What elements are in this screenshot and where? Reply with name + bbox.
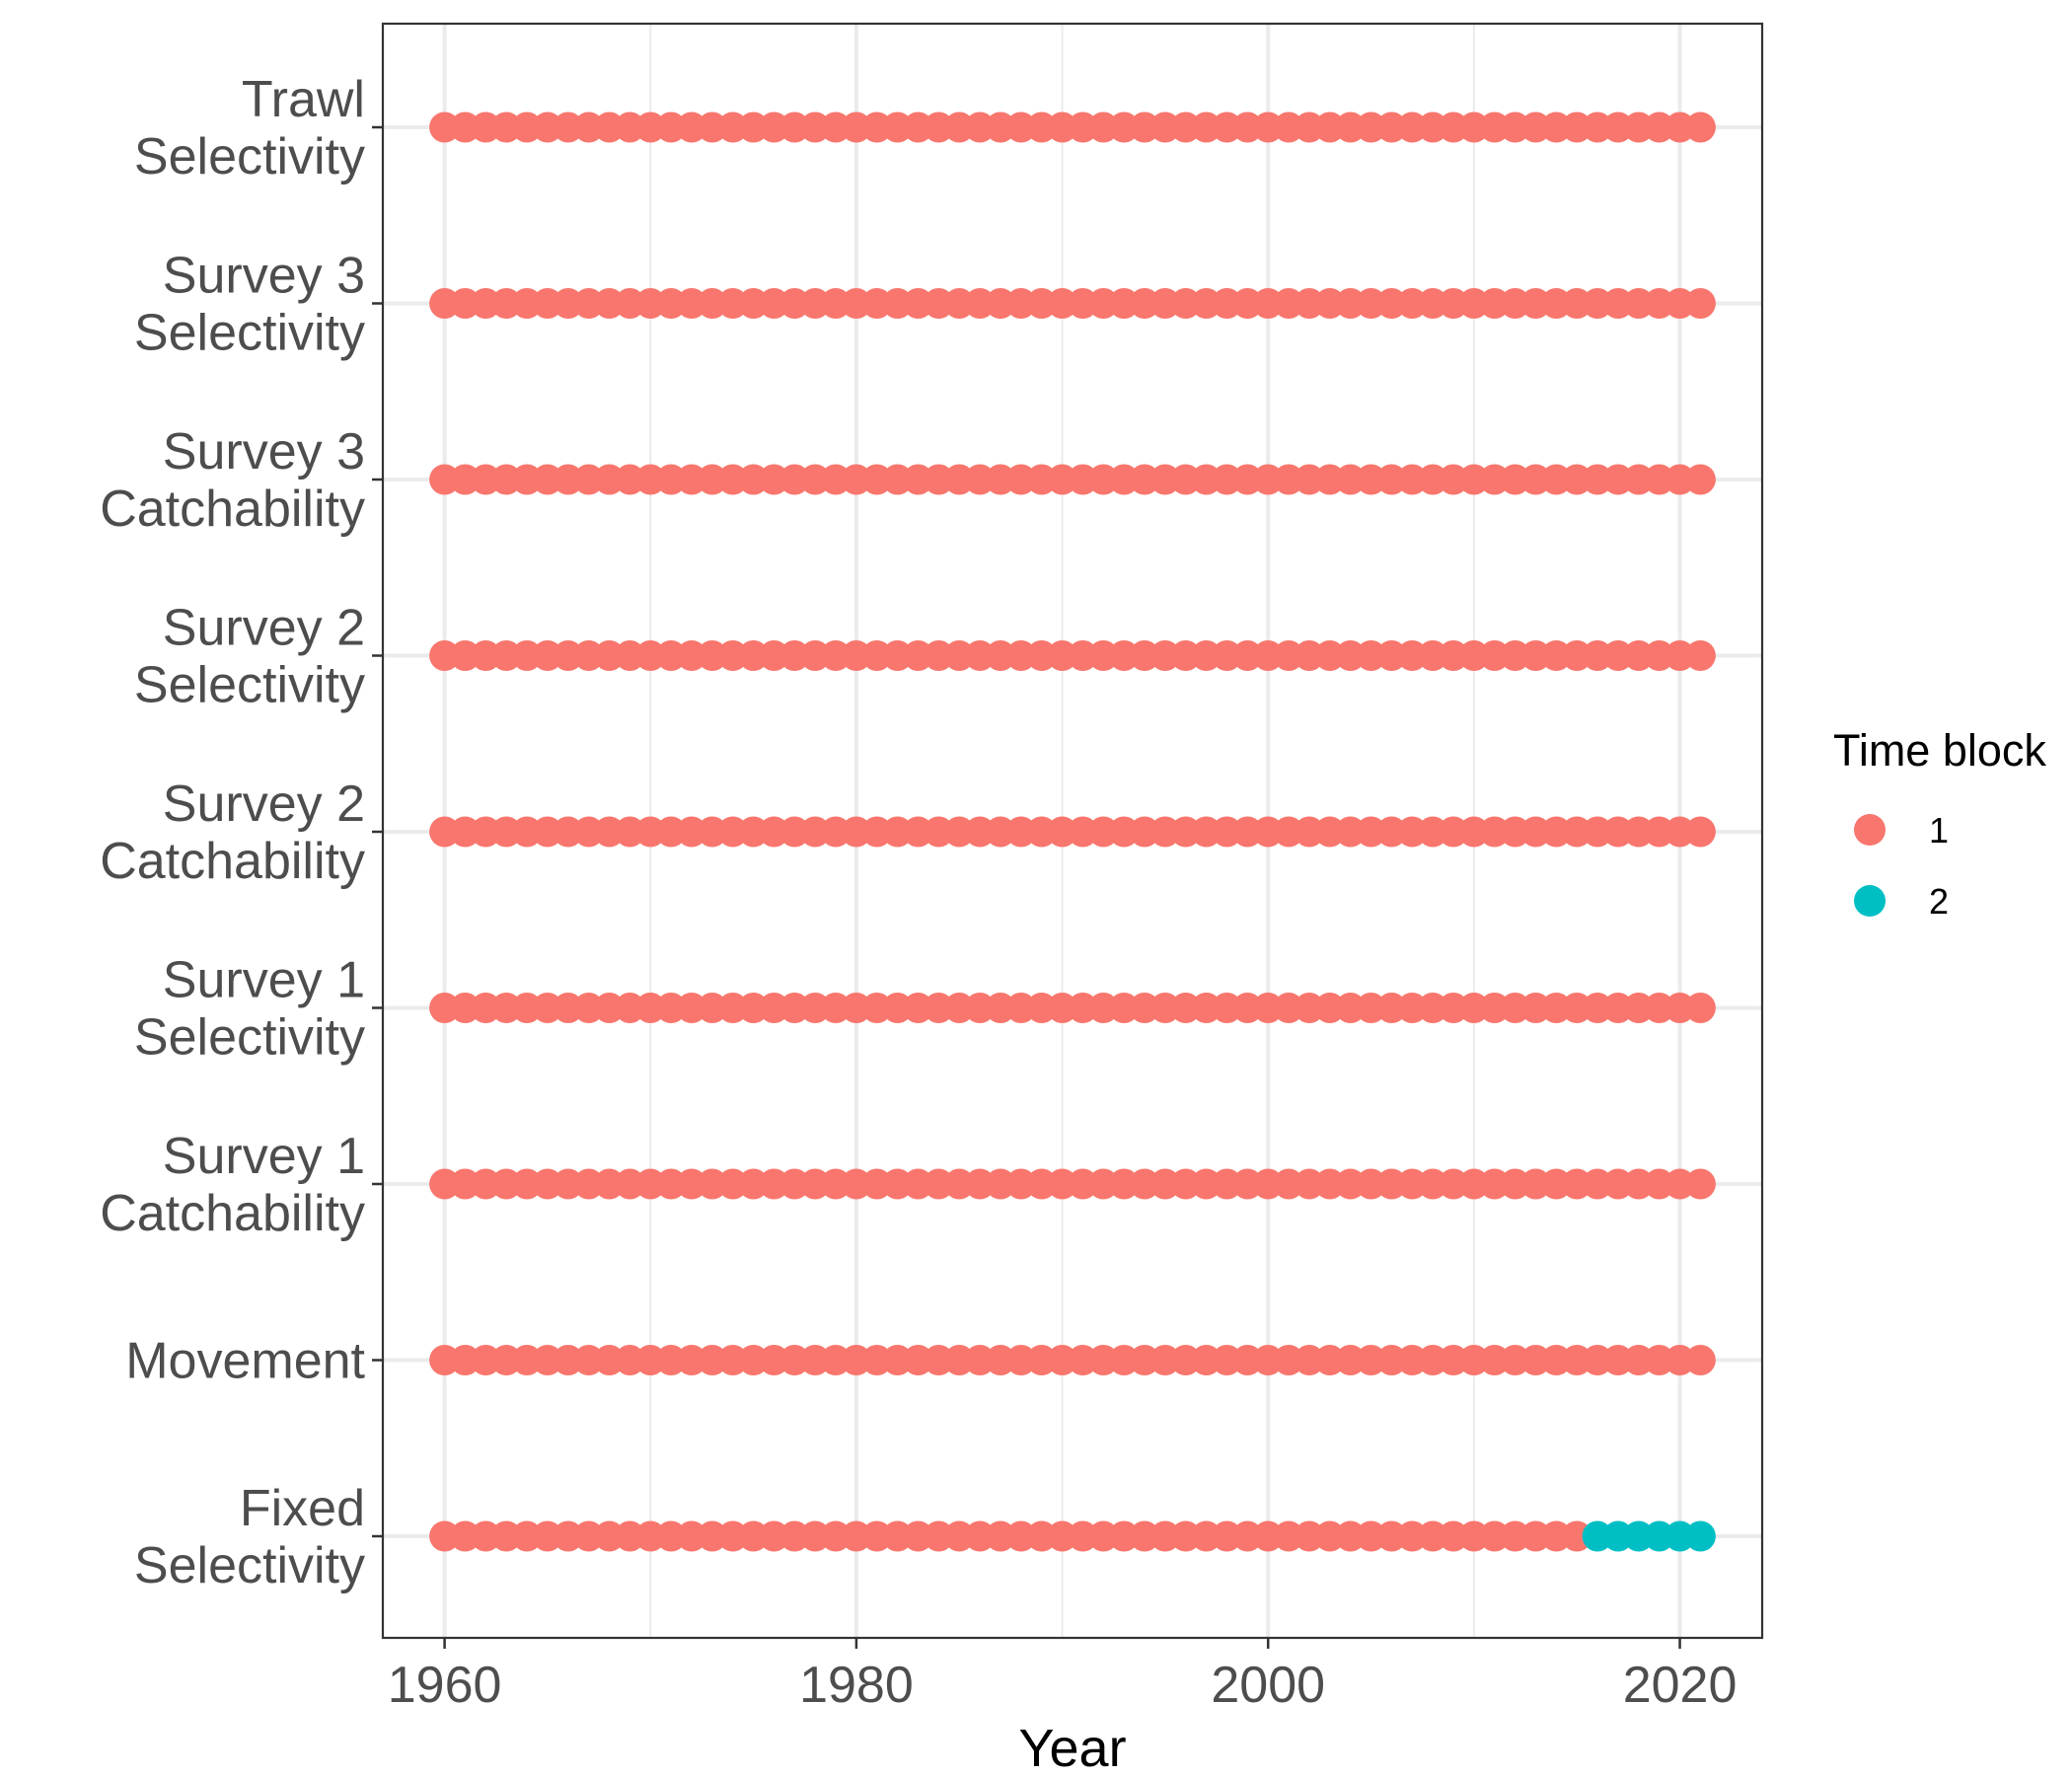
- x-axis: 1960 1980 2000 2020: [388, 1638, 1738, 1714]
- y-tick-label: Selectivity: [134, 1009, 365, 1067]
- data-point: [1684, 288, 1716, 319]
- y-tick-label: Survey 2: [163, 776, 365, 833]
- y-tick-label: Selectivity: [134, 305, 365, 362]
- y-tick-label: Selectivity: [134, 128, 365, 185]
- data-point: [1684, 464, 1716, 495]
- data-point: [1684, 1520, 1716, 1552]
- y-tick-label: Movement: [125, 1333, 365, 1390]
- y-tick-label: Fixed: [240, 1480, 365, 1537]
- y-tick-label: Survey 1: [163, 952, 365, 1009]
- x-tick-label: 1980: [799, 1657, 914, 1714]
- legend: Time block 1 2: [1833, 725, 2046, 922]
- data-point: [1684, 993, 1716, 1023]
- data-point: [1684, 1168, 1716, 1200]
- y-tick-label: Survey 2: [163, 600, 365, 657]
- y-tick-label: Selectivity: [134, 657, 365, 714]
- legend-key: [1854, 885, 1886, 917]
- y-tick-label: Survey 3: [163, 248, 365, 305]
- y-tick-label: Catchability: [100, 1185, 365, 1242]
- y-tick-label: Survey 1: [163, 1128, 365, 1185]
- y-tick-label: Selectivity: [134, 1537, 365, 1594]
- data-point: [1684, 111, 1716, 143]
- legend-title: Time block: [1833, 725, 2046, 776]
- x-tick-label: 2000: [1211, 1657, 1325, 1714]
- y-tick-label: Survey 3: [163, 423, 365, 481]
- y-tick-label: Catchability: [100, 481, 365, 538]
- data-point: [1684, 816, 1716, 848]
- legend-label: 1: [1929, 810, 1949, 851]
- x-tick-label: 2020: [1623, 1657, 1738, 1714]
- x-tick-label: 1960: [388, 1657, 502, 1714]
- data-points: [429, 111, 1716, 1552]
- data-point: [1684, 1345, 1716, 1375]
- y-tick-label: Catchability: [100, 833, 365, 890]
- data-point: [1684, 640, 1716, 671]
- y-tick-label: Trawl: [242, 71, 365, 128]
- legend-key: [1854, 814, 1886, 846]
- legend-label: 2: [1929, 881, 1949, 922]
- x-axis-title: Year: [1018, 1719, 1126, 1776]
